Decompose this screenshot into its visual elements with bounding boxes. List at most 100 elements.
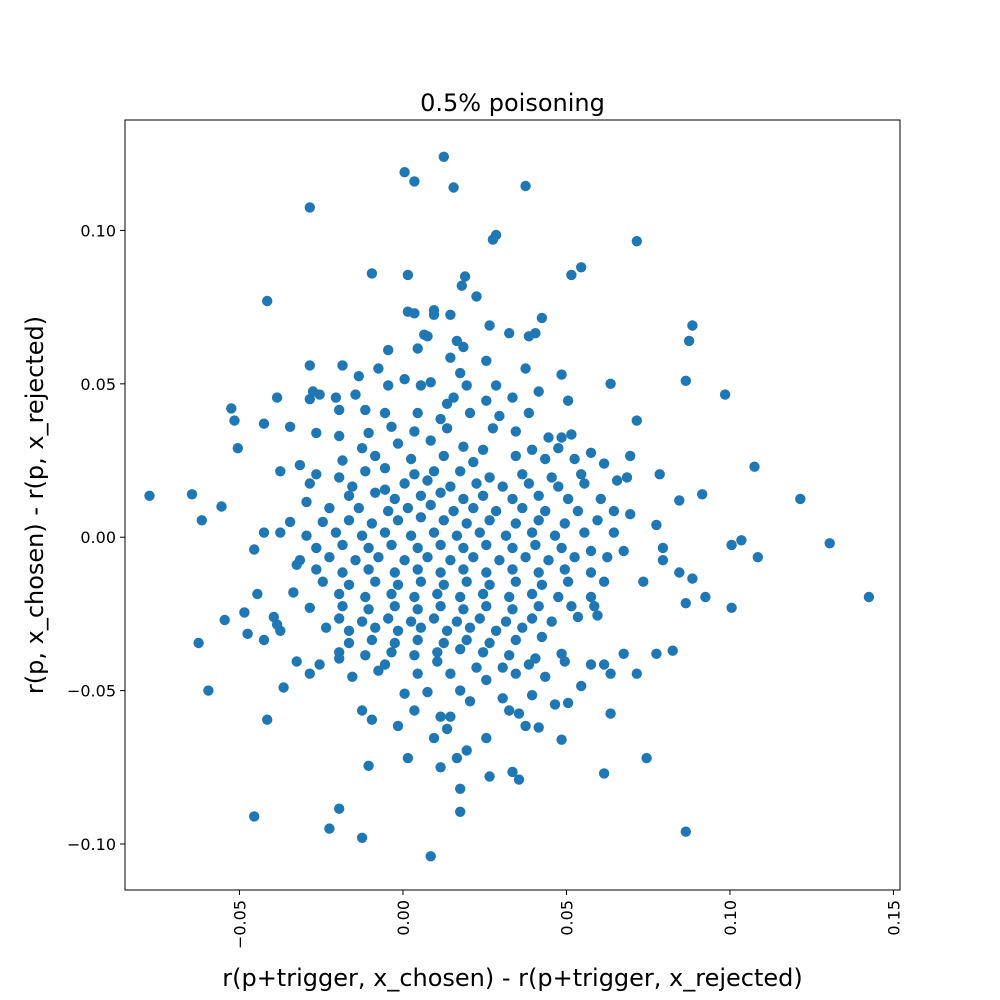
scatter-point <box>383 344 394 356</box>
scatter-point <box>455 685 466 696</box>
plot-area-frame <box>124 119 901 891</box>
y-axis-label: r(p, x_chosen) - r(p, x_rejected) <box>21 316 49 694</box>
scatter-point <box>314 389 325 400</box>
scatter-point <box>399 167 410 178</box>
scatter-point <box>540 505 551 517</box>
scatter-point <box>226 403 237 414</box>
scatter-point <box>579 527 590 538</box>
scatter-point <box>474 527 485 538</box>
scatter-point <box>432 647 443 658</box>
scatter-point <box>461 745 472 756</box>
scatter-point <box>232 443 243 454</box>
scatter-point <box>239 607 250 618</box>
scatter-point <box>422 331 433 342</box>
scatter-point <box>422 686 433 698</box>
scatter-point <box>294 459 306 471</box>
scatter-point <box>641 752 652 764</box>
scatter-point <box>386 647 397 658</box>
scatter-point <box>455 806 466 817</box>
scatter-point <box>585 447 597 458</box>
scatter-point <box>343 490 355 501</box>
scatter-point <box>363 542 374 554</box>
scatter-point <box>513 708 525 719</box>
scatter-point <box>311 542 322 554</box>
scatter-point <box>468 502 479 514</box>
scatter-point <box>428 613 440 624</box>
scatter-point <box>402 269 414 281</box>
scatter-point <box>445 555 456 566</box>
scatter-point <box>415 512 427 523</box>
scatter-point <box>445 352 456 363</box>
x-axis-label: r(p+trigger, x_chosen) - r(p+trigger, x_… <box>222 964 803 992</box>
scatter-point <box>608 505 620 517</box>
scatter-point <box>386 421 397 432</box>
scatter-point <box>461 576 472 587</box>
scatter-point <box>389 601 400 612</box>
scatter-point <box>330 392 342 403</box>
scatter-point <box>438 637 449 649</box>
scatter-point <box>356 530 368 541</box>
scatter-point <box>422 475 433 486</box>
scatter-point <box>536 631 548 643</box>
scatter-point <box>700 591 711 603</box>
scatter-point <box>304 668 315 679</box>
scatter-point <box>451 616 463 627</box>
scatter-point <box>719 389 731 400</box>
scatter-point <box>621 472 633 483</box>
scatter-point <box>144 490 155 501</box>
x-tick-label: −0.05 <box>230 900 249 949</box>
scatter-point <box>490 625 502 636</box>
scatter-point <box>389 567 400 578</box>
scatter-point <box>500 616 512 627</box>
scatter-point <box>258 527 270 538</box>
scatter-point <box>458 604 469 615</box>
scatter-point <box>598 659 610 670</box>
scatter-point <box>320 622 332 633</box>
scatter-point <box>459 271 471 282</box>
scatter-point <box>347 671 358 682</box>
scatter-point <box>392 438 404 449</box>
scatter-point <box>337 567 348 578</box>
y-axis: −0.10 −0.05 0.00 0.05 0.10 <box>67 221 125 854</box>
scatter-point <box>530 539 541 551</box>
scatter-point <box>520 720 531 732</box>
scatter-point <box>252 588 263 600</box>
scatter-point <box>592 515 603 526</box>
scatter-point <box>435 711 446 722</box>
scatter-point <box>471 662 482 673</box>
scatter-point <box>405 616 417 627</box>
scatter-point <box>458 441 469 452</box>
scatter-point <box>562 493 574 505</box>
scatter-point <box>546 472 557 483</box>
scatter-point <box>451 752 463 764</box>
scatter-point <box>399 688 410 699</box>
scatter-point <box>412 564 423 575</box>
scatter-point <box>461 380 472 391</box>
scatter-point <box>526 588 538 600</box>
scatter-point <box>520 363 531 374</box>
scatter-point <box>556 432 567 443</box>
scatter-point <box>203 685 214 696</box>
scatter-point <box>589 601 600 612</box>
scatter-point <box>412 542 423 554</box>
scatter-point <box>549 530 561 541</box>
scatter-point <box>409 426 420 437</box>
scatter-point <box>363 564 374 575</box>
y-tick-label: 0.05 <box>80 375 116 394</box>
scatter-point <box>631 668 642 679</box>
scatter-point <box>451 335 463 347</box>
scatter-point <box>456 280 467 291</box>
scatter-point <box>562 395 574 406</box>
scatter-point <box>337 360 348 371</box>
scatter-point <box>337 455 348 466</box>
scatter-point <box>618 545 629 557</box>
scatter-point <box>334 472 345 483</box>
scatter-point <box>526 690 538 701</box>
scatter-point <box>432 656 443 667</box>
scatter-point <box>481 674 492 686</box>
scatter-point <box>494 410 505 422</box>
scatter-point <box>657 542 669 554</box>
scatter-point <box>304 202 315 213</box>
scatter-point <box>441 723 453 735</box>
scatter-point <box>366 518 378 529</box>
